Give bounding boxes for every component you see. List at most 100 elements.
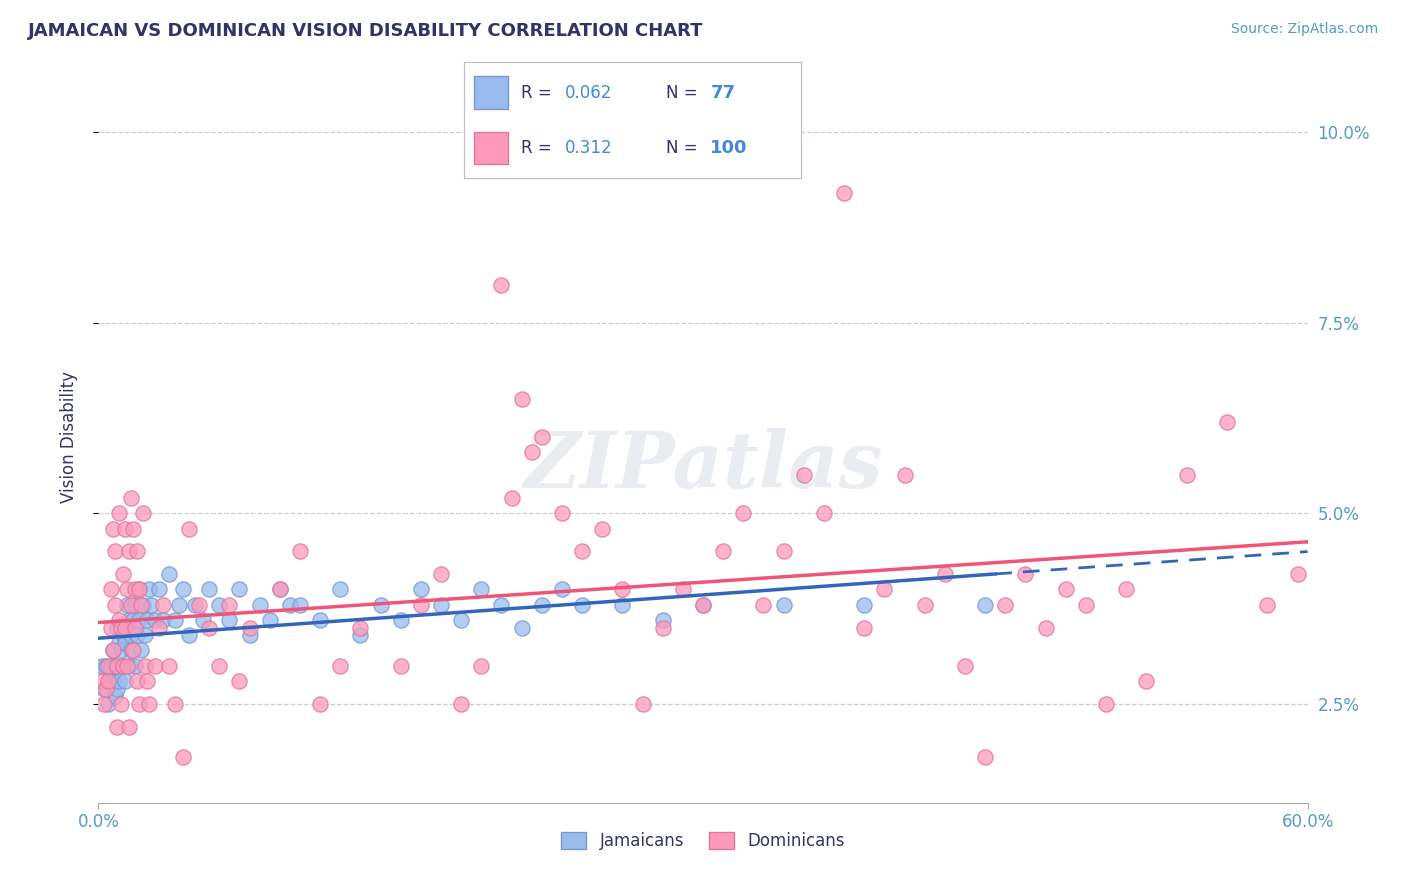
Point	[121, 521, 143, 535]
Point	[120, 643, 142, 657]
Point	[100, 673, 122, 688]
Point	[124, 598, 146, 612]
Point	[510, 392, 533, 406]
Point	[118, 658, 141, 673]
Point	[1035, 621, 1057, 635]
Text: 0.312: 0.312	[565, 139, 613, 157]
Point	[125, 628, 148, 642]
Point	[832, 186, 855, 201]
Point	[651, 613, 673, 627]
Point	[114, 621, 136, 635]
Point	[329, 582, 352, 597]
Point	[143, 658, 166, 673]
Point	[172, 750, 194, 764]
Point	[631, 697, 654, 711]
Point	[139, 598, 162, 612]
Point	[239, 628, 262, 642]
Point	[450, 697, 472, 711]
Point	[101, 643, 124, 657]
Point	[228, 673, 250, 688]
Point	[470, 582, 492, 597]
Point	[1216, 415, 1239, 429]
Point	[93, 681, 115, 696]
Point	[288, 598, 311, 612]
Text: 77: 77	[710, 84, 735, 102]
Point	[172, 582, 194, 597]
Point	[218, 598, 240, 612]
Point	[103, 689, 125, 703]
Text: Source: ZipAtlas.com: Source: ZipAtlas.com	[1230, 22, 1378, 37]
Point	[1014, 567, 1036, 582]
Point	[752, 598, 775, 612]
FancyBboxPatch shape	[474, 132, 508, 164]
Text: N =: N =	[666, 84, 703, 102]
Point	[138, 697, 160, 711]
Point	[953, 658, 976, 673]
Point	[329, 658, 352, 673]
Point	[111, 658, 134, 673]
Text: 100: 100	[710, 139, 748, 157]
Point	[100, 658, 122, 673]
FancyBboxPatch shape	[474, 77, 508, 109]
Point	[793, 468, 815, 483]
Point	[118, 613, 141, 627]
Text: 0.062: 0.062	[565, 84, 613, 102]
Point	[105, 658, 128, 673]
Point	[309, 697, 332, 711]
Point	[96, 681, 118, 696]
Point	[893, 468, 915, 483]
Point	[1286, 567, 1309, 582]
Point	[491, 598, 513, 612]
Point	[120, 491, 142, 505]
Point	[110, 621, 132, 635]
Point	[101, 643, 124, 657]
Point	[134, 658, 156, 673]
Point	[93, 697, 115, 711]
Point	[349, 628, 371, 642]
Point	[239, 621, 262, 635]
Point	[179, 521, 201, 535]
Point	[132, 598, 155, 612]
Point	[934, 567, 956, 582]
Point	[125, 544, 148, 558]
Point	[389, 613, 412, 627]
Point	[772, 544, 794, 558]
Point	[370, 598, 392, 612]
Point	[107, 673, 129, 688]
Point	[198, 621, 221, 635]
Point	[269, 582, 291, 597]
Point	[97, 697, 120, 711]
Point	[128, 613, 150, 627]
Point	[167, 598, 190, 612]
Point	[152, 613, 174, 627]
Point	[107, 613, 129, 627]
Point	[974, 750, 997, 764]
Point	[551, 506, 574, 520]
Point	[96, 658, 118, 673]
Point	[148, 582, 170, 597]
Point	[148, 621, 170, 635]
Point	[530, 430, 553, 444]
Point	[520, 445, 543, 459]
Point	[853, 598, 876, 612]
Point	[120, 628, 142, 642]
Point	[692, 598, 714, 612]
Point	[111, 628, 134, 642]
Point	[349, 621, 371, 635]
Text: R =: R =	[522, 139, 557, 157]
Point	[612, 598, 634, 612]
Point	[873, 582, 896, 597]
Legend: Jamaicans, Dominicans: Jamaicans, Dominicans	[554, 825, 852, 856]
Point	[105, 720, 128, 734]
Point	[612, 582, 634, 597]
Point	[124, 658, 146, 673]
Point	[389, 658, 412, 673]
Point	[125, 673, 148, 688]
Point	[135, 613, 157, 627]
Point	[115, 658, 138, 673]
Point	[813, 506, 835, 520]
Point	[733, 506, 755, 520]
Point	[129, 598, 152, 612]
Point	[143, 613, 166, 627]
Point	[103, 658, 125, 673]
